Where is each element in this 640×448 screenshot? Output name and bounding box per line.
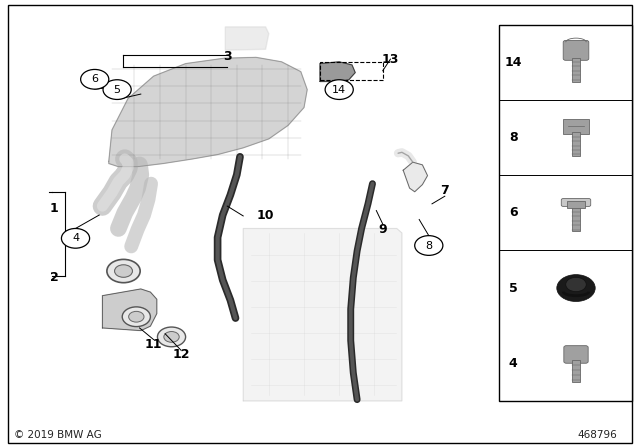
Polygon shape: [320, 62, 355, 82]
Circle shape: [325, 80, 353, 99]
Text: 3: 3: [223, 49, 232, 63]
Polygon shape: [225, 27, 269, 50]
Circle shape: [107, 259, 140, 283]
Polygon shape: [403, 162, 428, 192]
Circle shape: [157, 327, 186, 347]
Text: 5: 5: [509, 281, 518, 295]
Bar: [567, 201, 585, 208]
Text: 11: 11: [145, 337, 163, 351]
FancyBboxPatch shape: [563, 40, 589, 60]
Text: 8: 8: [425, 241, 433, 250]
FancyBboxPatch shape: [561, 198, 591, 207]
Text: 4: 4: [509, 357, 518, 370]
Text: 10: 10: [257, 208, 275, 222]
Circle shape: [566, 277, 586, 292]
Polygon shape: [109, 57, 307, 167]
FancyBboxPatch shape: [563, 119, 589, 134]
Text: 1: 1: [50, 202, 59, 215]
Circle shape: [81, 69, 109, 89]
Circle shape: [103, 80, 131, 99]
Text: 2: 2: [50, 271, 59, 284]
Text: 13: 13: [381, 52, 399, 66]
Circle shape: [129, 311, 144, 322]
Bar: [320, 62, 383, 80]
Bar: [572, 132, 580, 156]
Circle shape: [122, 307, 150, 327]
Circle shape: [164, 332, 179, 342]
Text: 8: 8: [509, 131, 518, 144]
Text: 7: 7: [440, 184, 449, 197]
Bar: [572, 207, 580, 232]
Text: 12: 12: [172, 348, 190, 362]
Bar: [499, 25, 632, 401]
FancyBboxPatch shape: [564, 346, 588, 363]
Circle shape: [115, 265, 132, 277]
Text: 6: 6: [509, 206, 518, 220]
Text: 14: 14: [332, 85, 346, 95]
Polygon shape: [102, 289, 157, 331]
Text: 6: 6: [92, 74, 98, 84]
Circle shape: [557, 275, 595, 302]
Text: 468796: 468796: [578, 431, 618, 440]
Text: 5: 5: [114, 85, 120, 95]
Text: 4: 4: [72, 233, 79, 243]
Text: 9: 9: [378, 223, 387, 236]
Text: © 2019 BMW AG: © 2019 BMW AG: [14, 431, 102, 440]
Polygon shape: [243, 228, 402, 401]
Text: 14: 14: [504, 56, 522, 69]
Circle shape: [415, 236, 443, 255]
Bar: [572, 58, 580, 82]
Bar: [572, 360, 580, 382]
Circle shape: [61, 228, 90, 248]
